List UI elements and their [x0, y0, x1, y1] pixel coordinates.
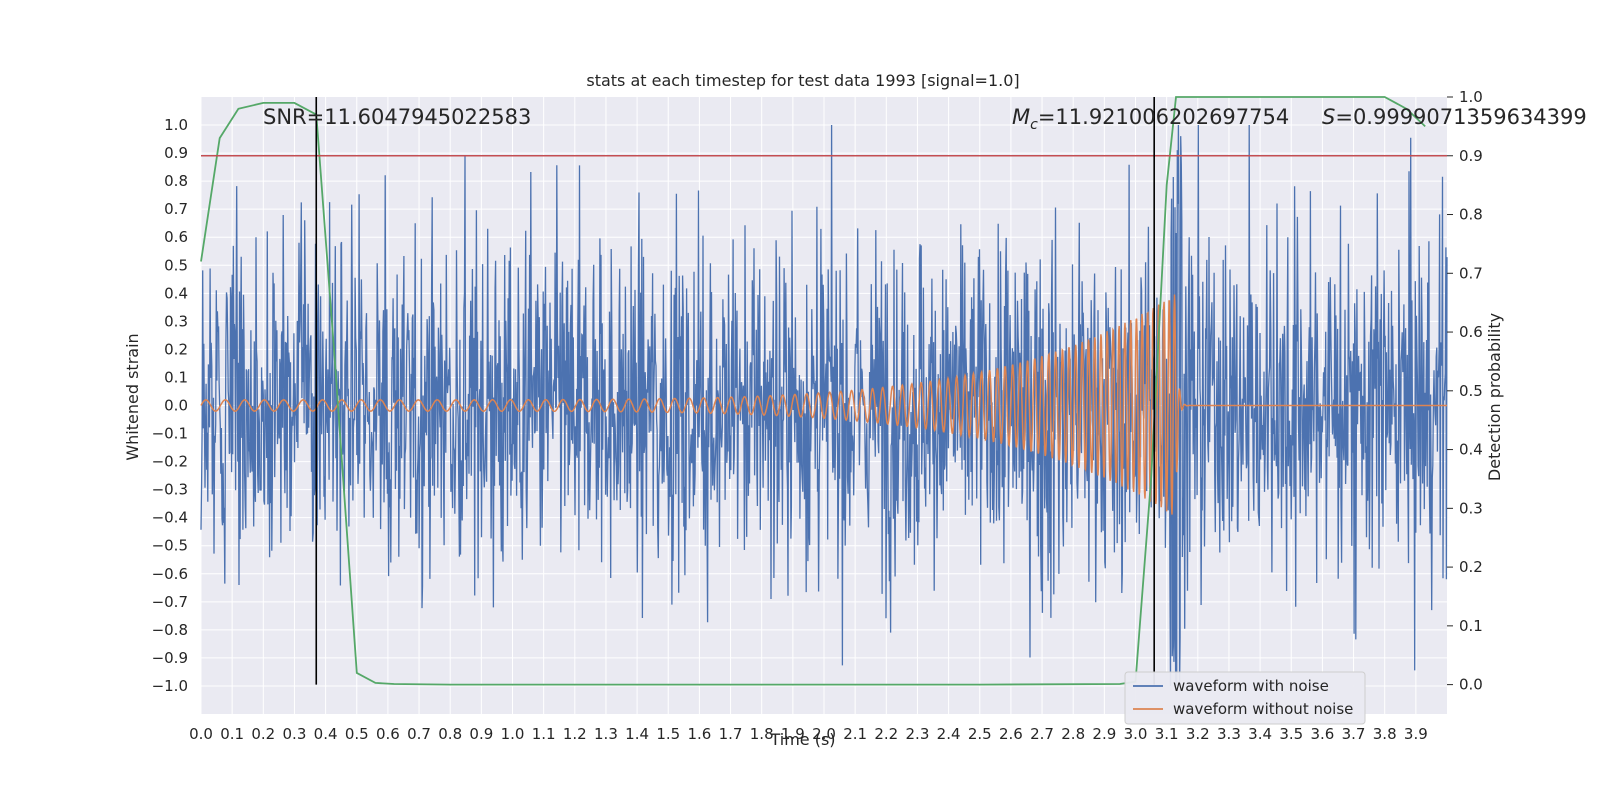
right-tick-label: 0.5 [1459, 382, 1483, 400]
x-tick-label: 1.6 [687, 725, 711, 743]
left-tick-label: 0.8 [164, 172, 188, 190]
x-tick-label: 1.9 [781, 725, 805, 743]
x-tick-label: 1.1 [532, 725, 556, 743]
x-tick-label: 0.7 [407, 725, 431, 743]
left-tick-label: −0.2 [152, 453, 188, 471]
left-tick-label: −0.8 [152, 621, 188, 639]
x-tick-label: 3.5 [1279, 725, 1303, 743]
left-tick-label: 0.2 [164, 340, 188, 358]
x-tick-label: 3.6 [1310, 725, 1334, 743]
left-tick-label: −0.1 [152, 425, 188, 443]
x-tick-label: 0.4 [314, 725, 338, 743]
x-axis-ticks: 0.0 0.1 0.2 0.3 0.4 0.5 0.6 0.7 0.8 0.9 1.0 1.1 1.2 1… [189, 725, 1428, 743]
legend-label-noise: waveform with noise [1173, 677, 1329, 695]
left-axis-label: Whitened strain [123, 333, 142, 460]
left-tick-label: 0.5 [164, 256, 188, 274]
x-tick-label: 2.6 [999, 725, 1023, 743]
x-tick-label: 0.0 [189, 725, 213, 743]
right-axis-ticks: 1.0 0.9 0.8 0.7 0.6 0.5 0.4 0.3 0.2 0.1 0.0 [1447, 88, 1483, 694]
right-tick-label: 0.3 [1459, 499, 1483, 517]
right-tick-label: 1.0 [1459, 88, 1483, 106]
left-tick-label: −0.5 [152, 537, 188, 555]
x-tick-label: 0.9 [469, 725, 493, 743]
left-tick-label: −0.7 [152, 593, 188, 611]
left-axis-ticks: 1.0 0.9 0.8 0.7 0.6 0.5 0.4 0.3 0.2 0.1 0.0 −0.1 −0.… [152, 116, 188, 695]
left-tick-label: 0.1 [164, 368, 188, 386]
x-tick-label: 3.3 [1217, 725, 1241, 743]
x-tick-label: 1.7 [719, 725, 743, 743]
x-tick-label: 1.4 [625, 725, 649, 743]
left-tick-label: 1.0 [164, 116, 188, 134]
x-tick-label: 1.0 [501, 725, 525, 743]
chirp-mass-annotation: Mc=11.921006202697754 [1012, 105, 1289, 133]
left-tick-label: −1.0 [152, 677, 188, 695]
x-tick-label: 1.3 [594, 725, 618, 743]
left-tick-label: 0.4 [164, 284, 188, 302]
right-tick-label: 0.6 [1459, 323, 1483, 341]
left-tick-label: −0.6 [152, 565, 188, 583]
legend-label-clean: waveform without noise [1173, 700, 1353, 718]
series-waveform-with-noise [200, 124, 1448, 687]
right-tick-label: 0.1 [1459, 617, 1483, 635]
x-tick-label: 1.8 [750, 725, 774, 743]
reference-lines [201, 97, 1447, 685]
x-tick-label: 2.1 [843, 725, 867, 743]
x-tick-label: 0.3 [283, 725, 307, 743]
x-tick-label: 3.2 [1186, 725, 1210, 743]
x-tick-label: 1.2 [563, 725, 587, 743]
x-tick-label: 2.0 [812, 725, 836, 743]
snr-annotation: SNR=11.6047945022583 [263, 105, 531, 129]
x-axis-label: Time (s) [769, 730, 835, 749]
right-tick-label: 0.0 [1459, 676, 1483, 694]
right-tick-label: 0.9 [1459, 147, 1483, 165]
right-tick-label: 0.4 [1459, 441, 1483, 459]
x-tick-label: 2.3 [906, 725, 930, 743]
left-tick-label: 0.3 [164, 312, 188, 330]
left-tick-label: 0.9 [164, 144, 188, 162]
x-tick-label: 0.5 [345, 725, 369, 743]
x-tick-label: 3.8 [1373, 725, 1397, 743]
x-tick-label: 2.4 [937, 725, 961, 743]
s-annotation: S=0.9999071359634399 [1322, 105, 1587, 129]
x-tick-label: 2.7 [1030, 725, 1054, 743]
x-tick-label: 0.1 [220, 725, 244, 743]
x-tick-label: 3.0 [1124, 725, 1148, 743]
left-tick-label: −0.4 [152, 509, 188, 527]
series-waveform-without-noise [200, 294, 1447, 515]
left-tick-label: 0.6 [164, 228, 188, 246]
right-tick-label: 0.2 [1459, 558, 1483, 576]
x-tick-label: 2.9 [1092, 725, 1116, 743]
x-tick-label: 1.5 [656, 725, 680, 743]
x-tick-label: 0.2 [251, 725, 275, 743]
clean-line [200, 294, 1447, 515]
x-tick-label: 3.4 [1248, 725, 1272, 743]
x-tick-label: 3.9 [1404, 725, 1428, 743]
noise-line [200, 124, 1448, 687]
x-tick-label: 2.2 [874, 725, 898, 743]
legend: waveform with noise waveform without noi… [1124, 671, 1366, 725]
left-tick-label: 0.0 [164, 397, 188, 415]
chart-title: stats at each timestep for test data 199… [586, 71, 1019, 90]
left-tick-label: −0.3 [152, 481, 188, 499]
left-tick-label: 0.7 [164, 200, 188, 218]
probability-line [200, 96, 1426, 686]
series-detection-probability [200, 96, 1426, 686]
right-tick-label: 0.7 [1459, 264, 1483, 282]
x-tick-label: 2.8 [1061, 725, 1085, 743]
x-tick-label: 3.7 [1342, 725, 1366, 743]
x-tick-label: 2.5 [968, 725, 992, 743]
x-tick-label: 0.6 [376, 725, 400, 743]
x-tick-label: 3.1 [1155, 725, 1179, 743]
left-tick-label: −0.9 [152, 649, 188, 667]
x-tick-label: 0.8 [438, 725, 462, 743]
right-axis-label: Detection probability [1485, 313, 1504, 481]
right-tick-label: 0.8 [1459, 206, 1483, 224]
